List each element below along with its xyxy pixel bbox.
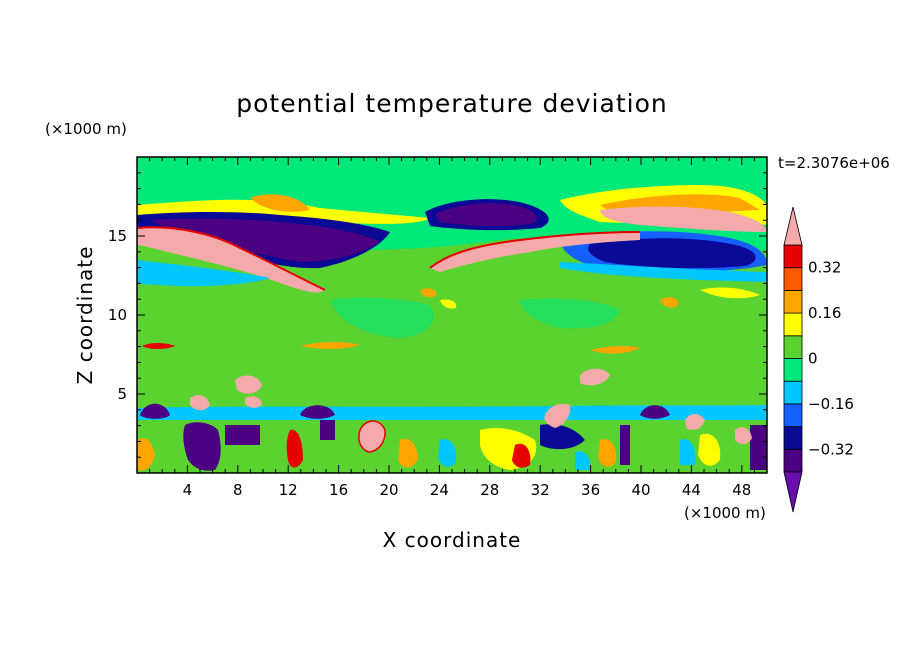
colorbar: 0.32 0.16 0 −0.16 −0.32	[783, 206, 854, 513]
x-unit-label: (×1000 m)	[684, 504, 766, 522]
time-label: t=2.3076e+06	[778, 154, 890, 172]
colorbar-segment	[783, 289, 803, 314]
x-tick-label: 8	[233, 481, 243, 499]
colorbar-label: 0.16	[808, 304, 841, 322]
colorbar-segment	[783, 380, 803, 405]
contour-field	[137, 157, 767, 473]
x-tick-label: 16	[329, 481, 348, 499]
x-axis-label: X coordinate	[383, 528, 522, 552]
y-axis-label: Z coordinate	[73, 246, 97, 385]
x-tick-label: 40	[631, 481, 650, 499]
colorbar-segment	[783, 312, 803, 337]
x-tick-label: 32	[531, 481, 550, 499]
colorbar-segment	[783, 335, 803, 359]
x-tick-label: 4	[183, 481, 193, 499]
colorbar-segment	[783, 358, 803, 382]
x-axis: 4 8 12 16 20 24 28 32 36 40 44 48	[149, 157, 755, 499]
y-tick-label: 10	[108, 306, 127, 324]
colorbar-extend-top	[783, 206, 803, 246]
colorbar-extend-bottom	[783, 471, 803, 513]
x-tick-label: 12	[279, 481, 298, 499]
y-axis: 5 10 15	[108, 172, 767, 458]
colorbar-label: 0.32	[808, 259, 841, 277]
colorbar-label: 0	[808, 350, 818, 368]
colorbar-label: −0.32	[808, 440, 854, 458]
x-tick-label: 44	[682, 481, 701, 499]
colorbar-segment	[783, 244, 803, 269]
y-tick-label: 15	[108, 227, 127, 245]
x-tick-label: 36	[581, 481, 600, 499]
colorbar-segment	[783, 267, 803, 291]
x-tick-label: 20	[379, 481, 398, 499]
x-tick-label: 24	[430, 481, 449, 499]
y-tick-label: 5	[117, 385, 127, 403]
y-unit-label: (×1000 m)	[45, 120, 127, 138]
chart-title: potential temperature deviation	[236, 89, 667, 118]
colorbar-segment	[783, 448, 803, 473]
x-tick-label: 48	[732, 481, 751, 499]
x-tick-label: 28	[480, 481, 499, 499]
colorbar-label: −0.16	[808, 395, 854, 413]
colorbar-segment	[783, 426, 803, 450]
colorbar-segment	[783, 403, 803, 427]
